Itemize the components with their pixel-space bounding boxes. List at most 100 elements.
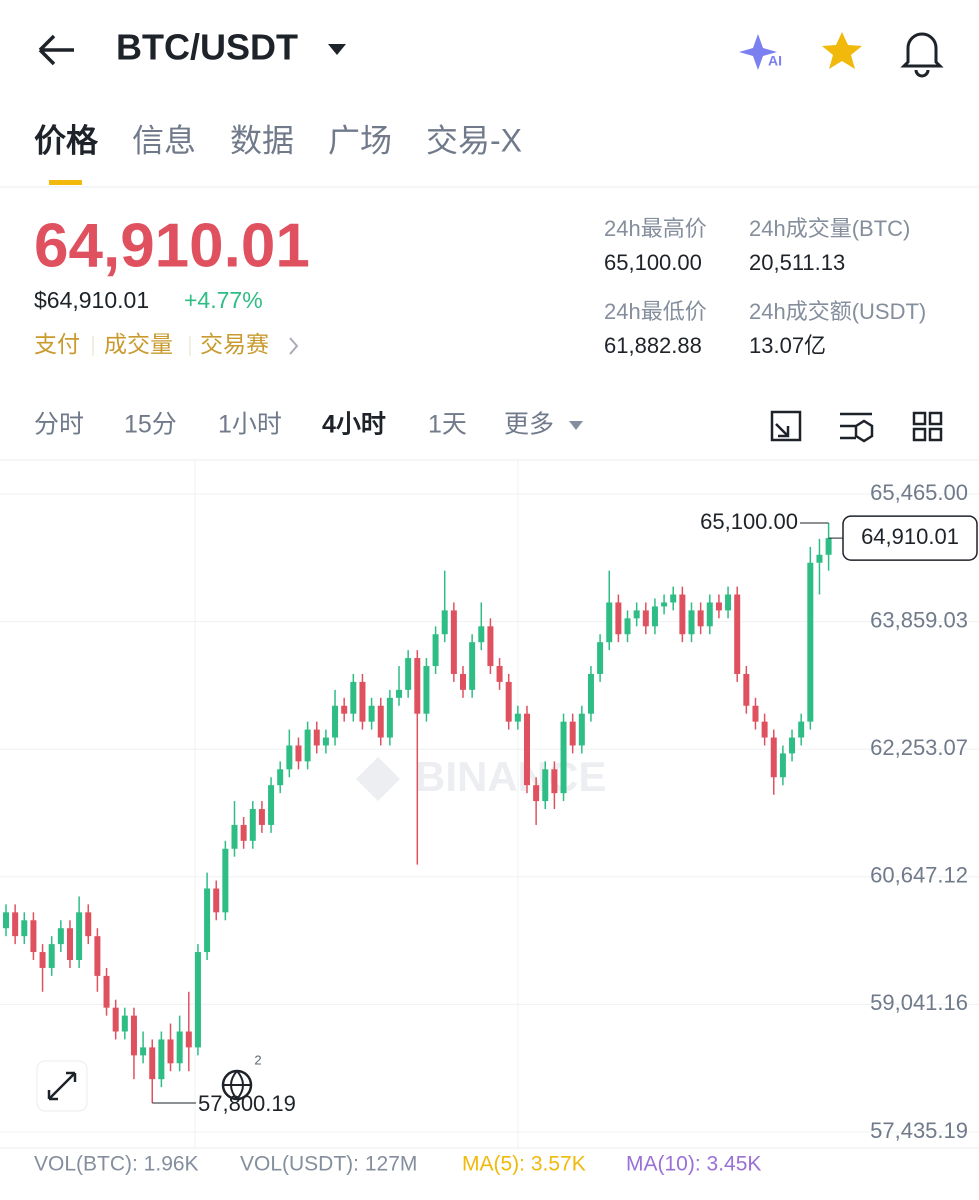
candle-body (94, 936, 101, 976)
candle-body (661, 602, 668, 607)
candle-body (670, 594, 677, 603)
stat-label: 24h成交额(USDT) (749, 299, 926, 324)
y-tick-label: 57,435.19 (870, 1118, 968, 1143)
stat-value: 65,100.00 (604, 250, 702, 275)
ai-icon[interactable]: AI (739, 34, 782, 70)
candle-body (103, 975, 110, 1008)
settings-icon[interactable] (840, 412, 874, 443)
candle-body (66, 928, 73, 960)
tool-icon[interactable] (770, 410, 802, 442)
candle-body (149, 1047, 156, 1080)
candle-body (560, 721, 567, 794)
dropdown-icon[interactable] (569, 421, 583, 430)
candle-body (249, 809, 256, 841)
last-price-tag[interactable] (842, 515, 978, 561)
candle-body (752, 705, 759, 722)
y-tick-label: 59,041.16 (870, 990, 968, 1015)
candle-body (396, 689, 403, 698)
y-tick-label: 62,253.07 (870, 735, 968, 760)
interval[interactable]: 分时 (34, 411, 84, 439)
candle-body (734, 594, 741, 674)
candle-body (295, 745, 302, 762)
layout-icon[interactable] (912, 411, 943, 442)
candle-body (688, 610, 695, 635)
y-tick-label: 65,465.00 (870, 480, 968, 505)
candle-body (551, 769, 558, 794)
back-icon[interactable] (38, 34, 74, 66)
candle-body (651, 606, 658, 627)
candle-body (368, 705, 375, 722)
stat-label: 24h最低价 (604, 299, 707, 324)
interval[interactable]: 更多 (504, 411, 554, 439)
tab[interactable]: 价格 (34, 122, 99, 158)
candle-body (48, 944, 55, 968)
bell-icon[interactable] (900, 32, 944, 78)
candle-body (597, 642, 604, 674)
interval[interactable]: 1小时 (218, 411, 282, 439)
candle-body (715, 602, 722, 611)
candle-body (268, 785, 275, 825)
favorite-icon[interactable] (822, 32, 862, 69)
vol-btc: VOL(BTC): 1.96K (34, 1153, 199, 1176)
candle-body (743, 673, 750, 706)
candle-body (222, 848, 229, 913)
candle-body (706, 602, 713, 627)
candle-body (725, 594, 732, 611)
tab[interactable]: 信息 (132, 122, 196, 158)
link[interactable]: 交易赛 (200, 331, 269, 357)
candle-body (85, 912, 92, 937)
candle-body (277, 769, 284, 786)
stat-label: 24h成交量(BTC) (749, 216, 910, 241)
candle-body (3, 912, 9, 929)
candle-body (789, 737, 796, 754)
watermark-text: BINANCE (415, 753, 606, 800)
candle-body (341, 705, 348, 714)
interval[interactable]: 15分 (124, 411, 177, 439)
candle-body (807, 562, 814, 722)
candle-body (679, 594, 686, 635)
candle-body (578, 713, 585, 746)
globe-lines (223, 1070, 251, 1100)
tab-indicator (49, 180, 82, 185)
dropdown-icon[interactable] (328, 44, 346, 55)
ma10: MA(10): 3.45K (626, 1153, 761, 1176)
candle-body (121, 1015, 128, 1032)
candle-body (523, 713, 530, 786)
candle-body (194, 952, 201, 1048)
candle-body (30, 920, 37, 953)
candle-body (505, 681, 512, 722)
pair-title[interactable]: BTC/USDT (116, 27, 298, 68)
candle-body (39, 952, 46, 968)
candle-body (779, 753, 786, 778)
last-price-label: 64,910.01 (861, 524, 959, 549)
candle-body (542, 769, 549, 802)
stat-value: 20,511.13 (749, 250, 845, 275)
candle-body (258, 809, 265, 825)
candle-body (460, 673, 466, 690)
candle-body (386, 697, 393, 738)
candle-body (130, 1015, 137, 1056)
candle-body (332, 705, 339, 738)
link[interactable]: 支付 (34, 331, 80, 357)
tab[interactable]: 数据 (230, 122, 294, 158)
candle-body (478, 626, 485, 643)
candle-body (140, 1047, 147, 1056)
price-change: +4.77% (184, 287, 263, 313)
chevron[interactable] (289, 337, 299, 355)
stat-label: 24h最高价 (604, 216, 707, 241)
link[interactable]: 成交量 (104, 331, 173, 357)
candle-body (313, 729, 320, 746)
stat-value: 13.07亿 (749, 333, 826, 358)
interval[interactable]: 4小时 (322, 411, 386, 439)
tab[interactable]: 交易-X (426, 122, 522, 158)
candle-body (423, 666, 430, 714)
candle-body (761, 721, 768, 738)
candle-body (441, 610, 448, 635)
interval[interactable]: 1天 (428, 411, 467, 439)
candle-body (405, 658, 412, 690)
tab[interactable]: 广场 (328, 122, 392, 158)
watermark: BINANCE (356, 753, 606, 801)
usd-price: $64,910.01 (34, 287, 149, 313)
